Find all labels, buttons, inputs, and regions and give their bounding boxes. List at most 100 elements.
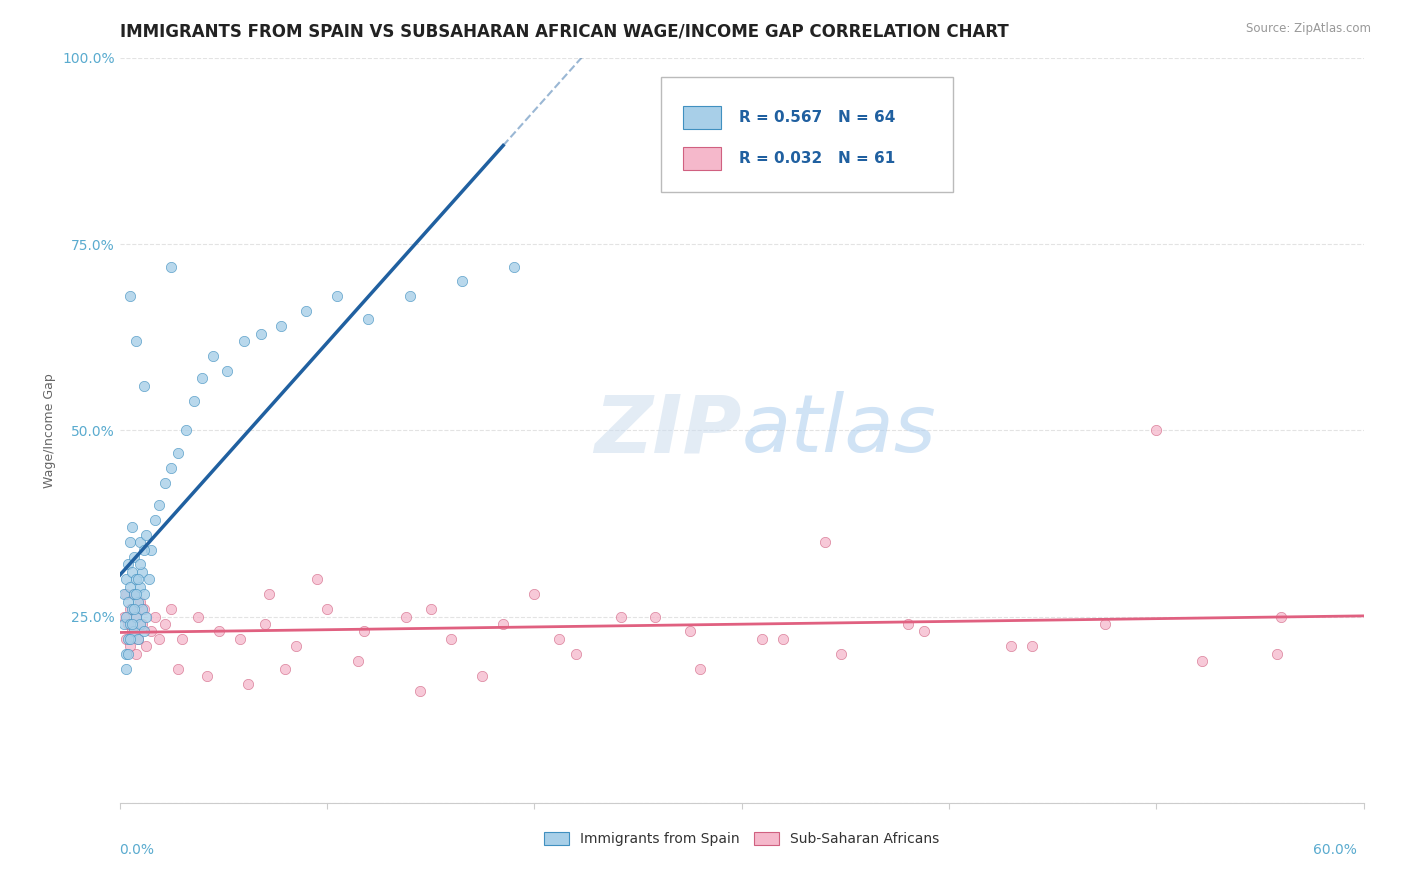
- Point: [409, 684, 432, 698]
- Y-axis label: Wage/Income Gap: Wage/Income Gap: [44, 373, 56, 488]
- Point: [121, 565, 143, 579]
- Point: [127, 632, 149, 646]
- Point: [121, 602, 143, 616]
- Point: [127, 632, 149, 646]
- Point: [679, 624, 702, 639]
- Point: [148, 632, 170, 646]
- Point: [1144, 423, 1167, 437]
- Point: [166, 662, 188, 676]
- Point: [122, 624, 145, 639]
- Point: [143, 609, 166, 624]
- Point: [166, 446, 188, 460]
- Point: [125, 587, 148, 601]
- Point: [548, 632, 571, 646]
- Point: [153, 617, 176, 632]
- Point: [122, 549, 145, 564]
- Point: [114, 573, 136, 587]
- Point: [347, 654, 370, 668]
- Point: [751, 632, 773, 646]
- Text: IMMIGRANTS FROM SPAIN VS SUBSAHARAN AFRICAN WAGE/INCOME GAP CORRELATION CHART: IMMIGRANTS FROM SPAIN VS SUBSAHARAN AFRI…: [120, 22, 1008, 40]
- Point: [118, 602, 141, 616]
- Point: [122, 587, 145, 601]
- Point: [131, 617, 153, 632]
- Point: [122, 587, 145, 601]
- Point: [523, 587, 546, 601]
- Point: [284, 640, 307, 654]
- Text: R = 0.032   N = 61: R = 0.032 N = 61: [740, 151, 896, 166]
- Point: [229, 632, 252, 646]
- Point: [772, 632, 794, 646]
- Point: [114, 632, 136, 646]
- Point: [129, 580, 152, 594]
- Text: 0.0%: 0.0%: [120, 843, 155, 857]
- Point: [129, 535, 152, 549]
- Text: atlas: atlas: [742, 392, 936, 469]
- Point: [689, 662, 711, 676]
- Point: [131, 602, 153, 616]
- Point: [129, 558, 152, 572]
- Point: [160, 460, 183, 475]
- Point: [830, 647, 852, 661]
- Point: [148, 498, 170, 512]
- Point: [315, 602, 337, 616]
- Point: [129, 595, 152, 609]
- Point: [1270, 609, 1292, 624]
- Point: [118, 580, 141, 594]
- Point: [121, 520, 143, 534]
- Point: [357, 311, 380, 326]
- Point: [353, 624, 375, 639]
- Point: [127, 573, 149, 587]
- Point: [160, 602, 183, 616]
- Point: [122, 602, 145, 616]
- FancyBboxPatch shape: [683, 147, 720, 169]
- Point: [135, 640, 157, 654]
- Point: [183, 393, 205, 408]
- Point: [134, 602, 156, 616]
- Point: [492, 617, 515, 632]
- Point: [131, 565, 153, 579]
- Point: [274, 662, 297, 676]
- Point: [813, 535, 835, 549]
- Point: [191, 371, 214, 385]
- Point: [440, 632, 463, 646]
- Point: [912, 624, 935, 639]
- Point: [471, 669, 494, 683]
- Point: [1021, 640, 1043, 654]
- Point: [305, 573, 328, 587]
- Point: [134, 378, 156, 392]
- Point: [195, 669, 218, 683]
- Point: [419, 602, 441, 616]
- Point: [129, 617, 152, 632]
- Point: [118, 617, 141, 632]
- Point: [217, 364, 239, 378]
- Point: [257, 587, 280, 601]
- Point: [232, 334, 256, 348]
- Point: [644, 609, 666, 624]
- Point: [201, 349, 224, 363]
- Point: [121, 624, 143, 639]
- Text: 60.0%: 60.0%: [1313, 843, 1357, 857]
- Point: [170, 632, 193, 646]
- Point: [117, 647, 139, 661]
- Point: [1000, 640, 1022, 654]
- Point: [118, 535, 141, 549]
- Point: [143, 513, 166, 527]
- Point: [125, 609, 148, 624]
- Point: [125, 647, 148, 661]
- Point: [174, 423, 197, 437]
- Point: [118, 289, 141, 303]
- Point: [295, 304, 318, 318]
- Point: [125, 609, 148, 624]
- Point: [187, 609, 209, 624]
- Point: [1191, 654, 1213, 668]
- Point: [253, 617, 276, 632]
- Point: [1094, 617, 1116, 632]
- Point: [564, 647, 588, 661]
- Point: [610, 609, 633, 624]
- Point: [138, 573, 160, 587]
- Point: [112, 587, 135, 601]
- Point: [118, 632, 141, 646]
- Point: [134, 587, 156, 601]
- Legend: Immigrants from Spain, Sub-Saharan Africans: Immigrants from Spain, Sub-Saharan Afric…: [538, 826, 945, 852]
- Point: [117, 617, 139, 632]
